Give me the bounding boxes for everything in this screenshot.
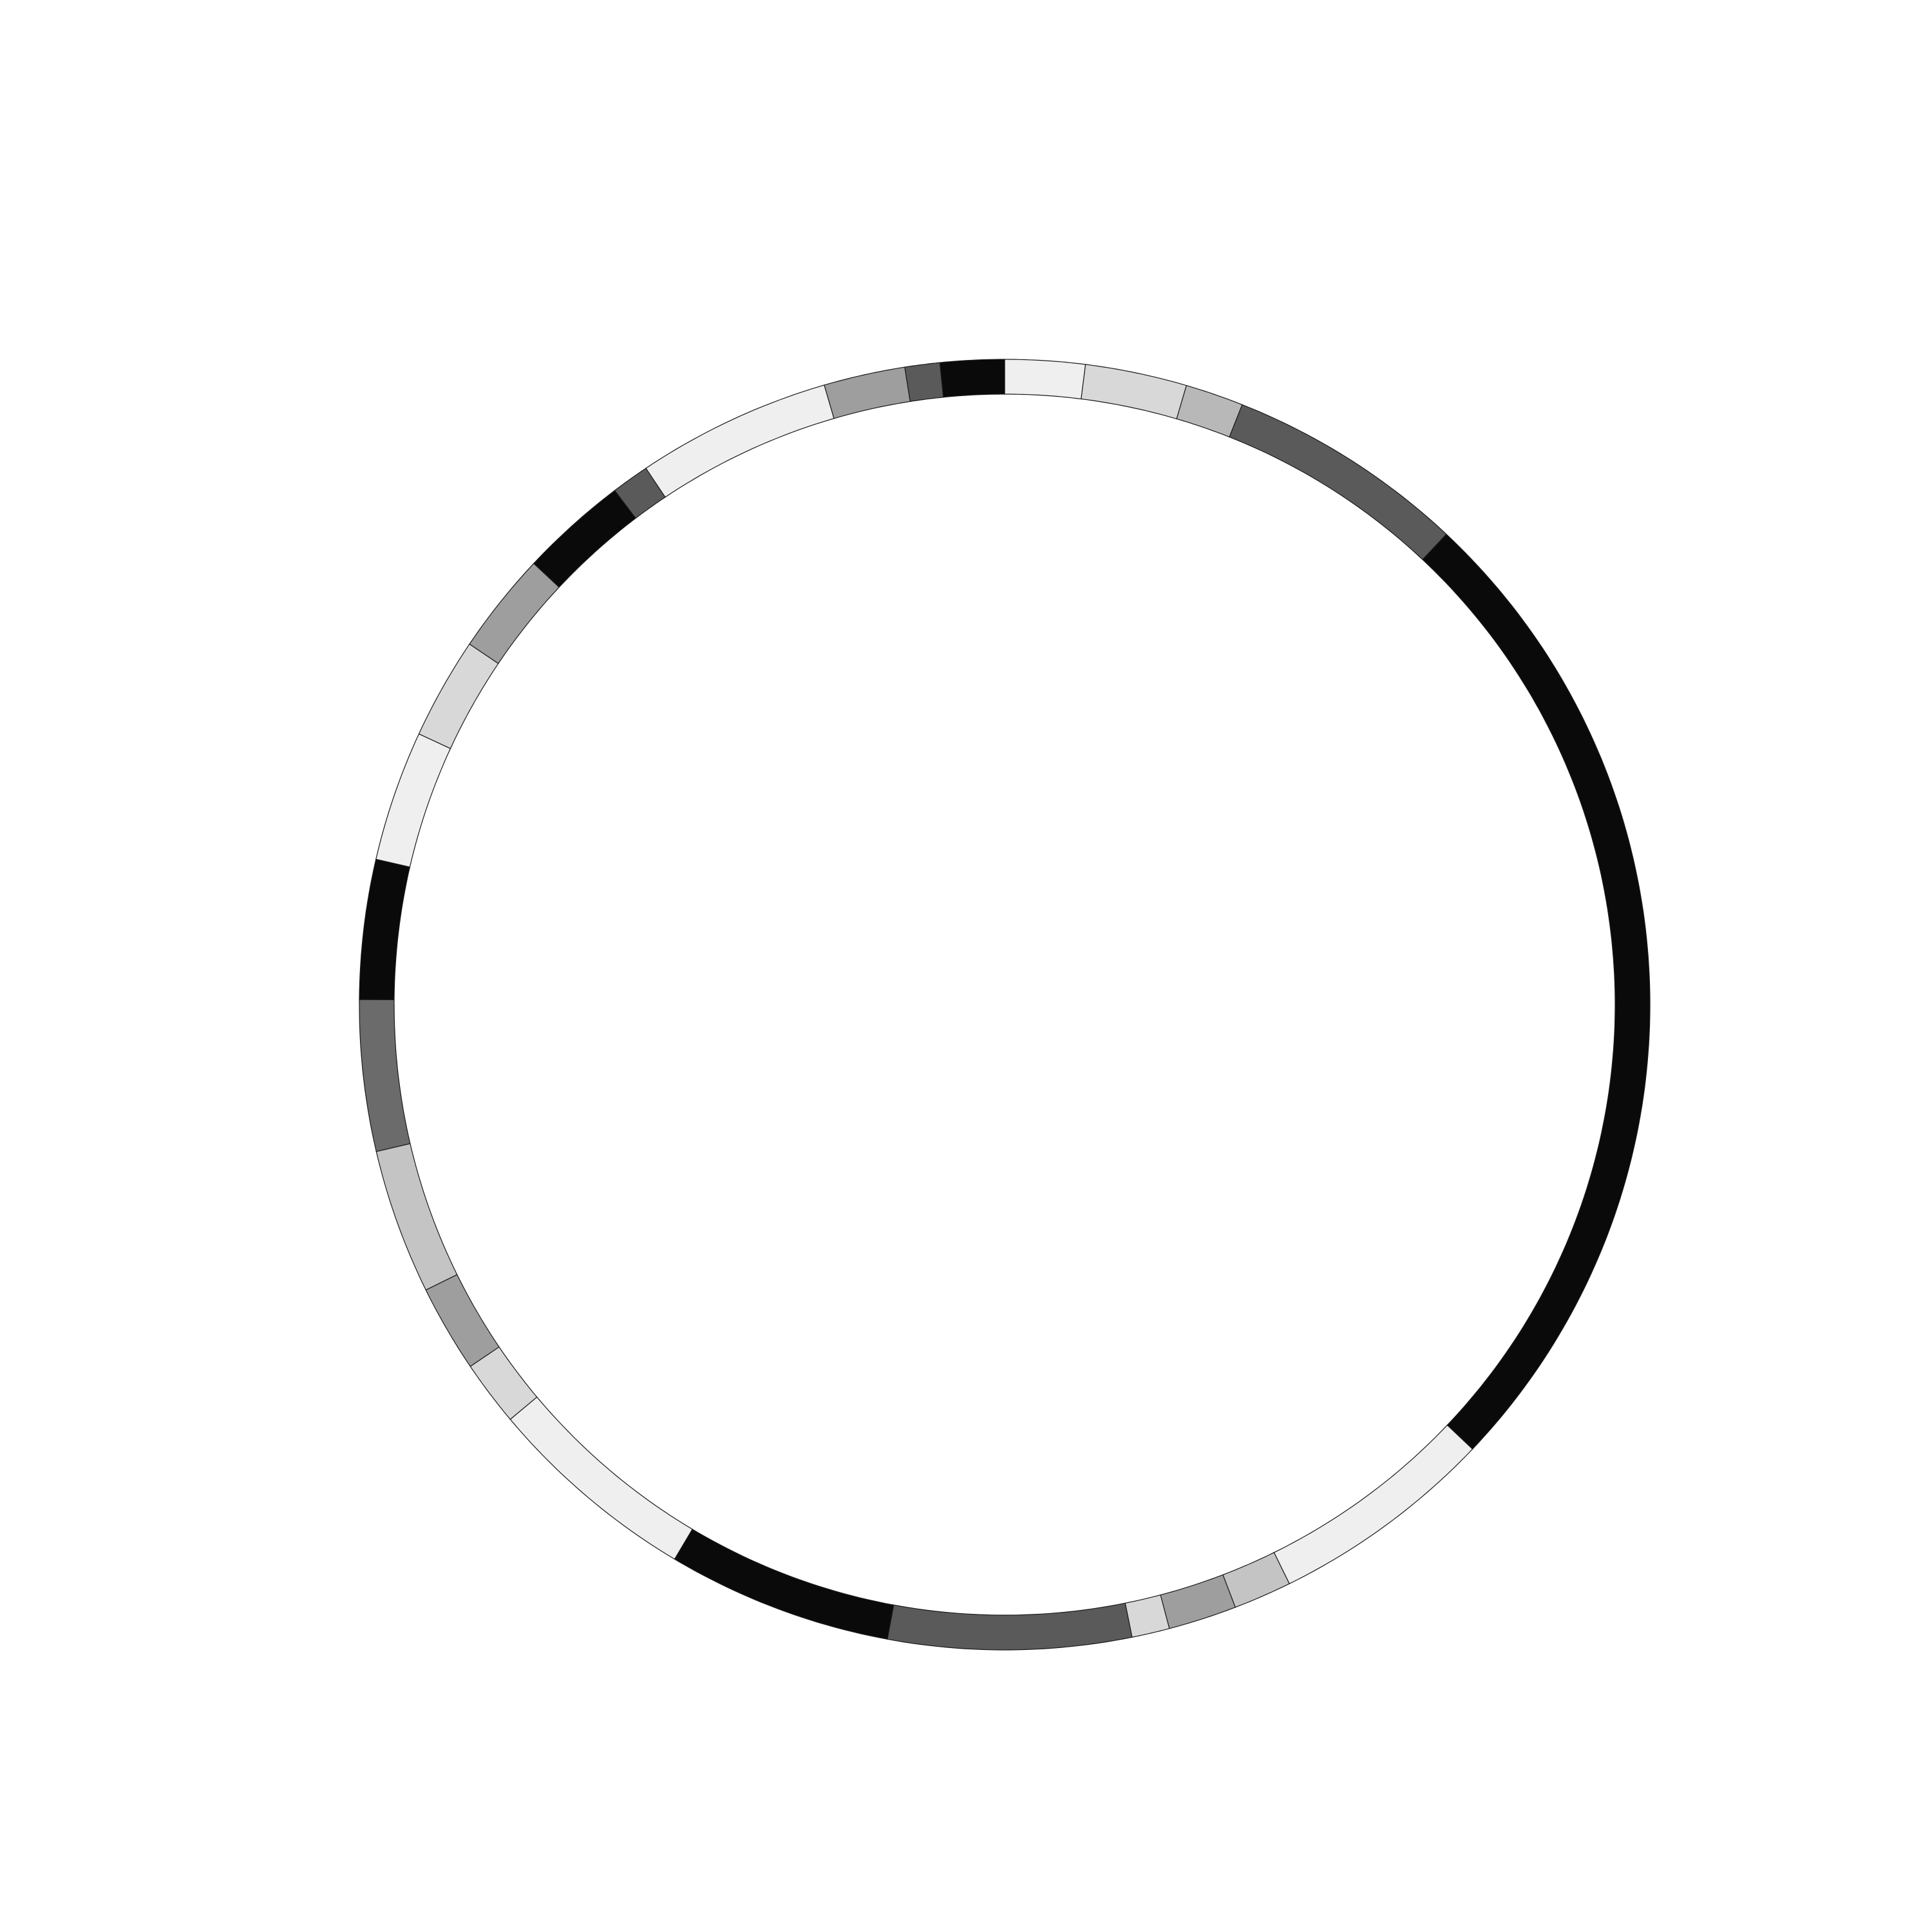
contig-segment-ring	[359, 359, 1651, 1651]
